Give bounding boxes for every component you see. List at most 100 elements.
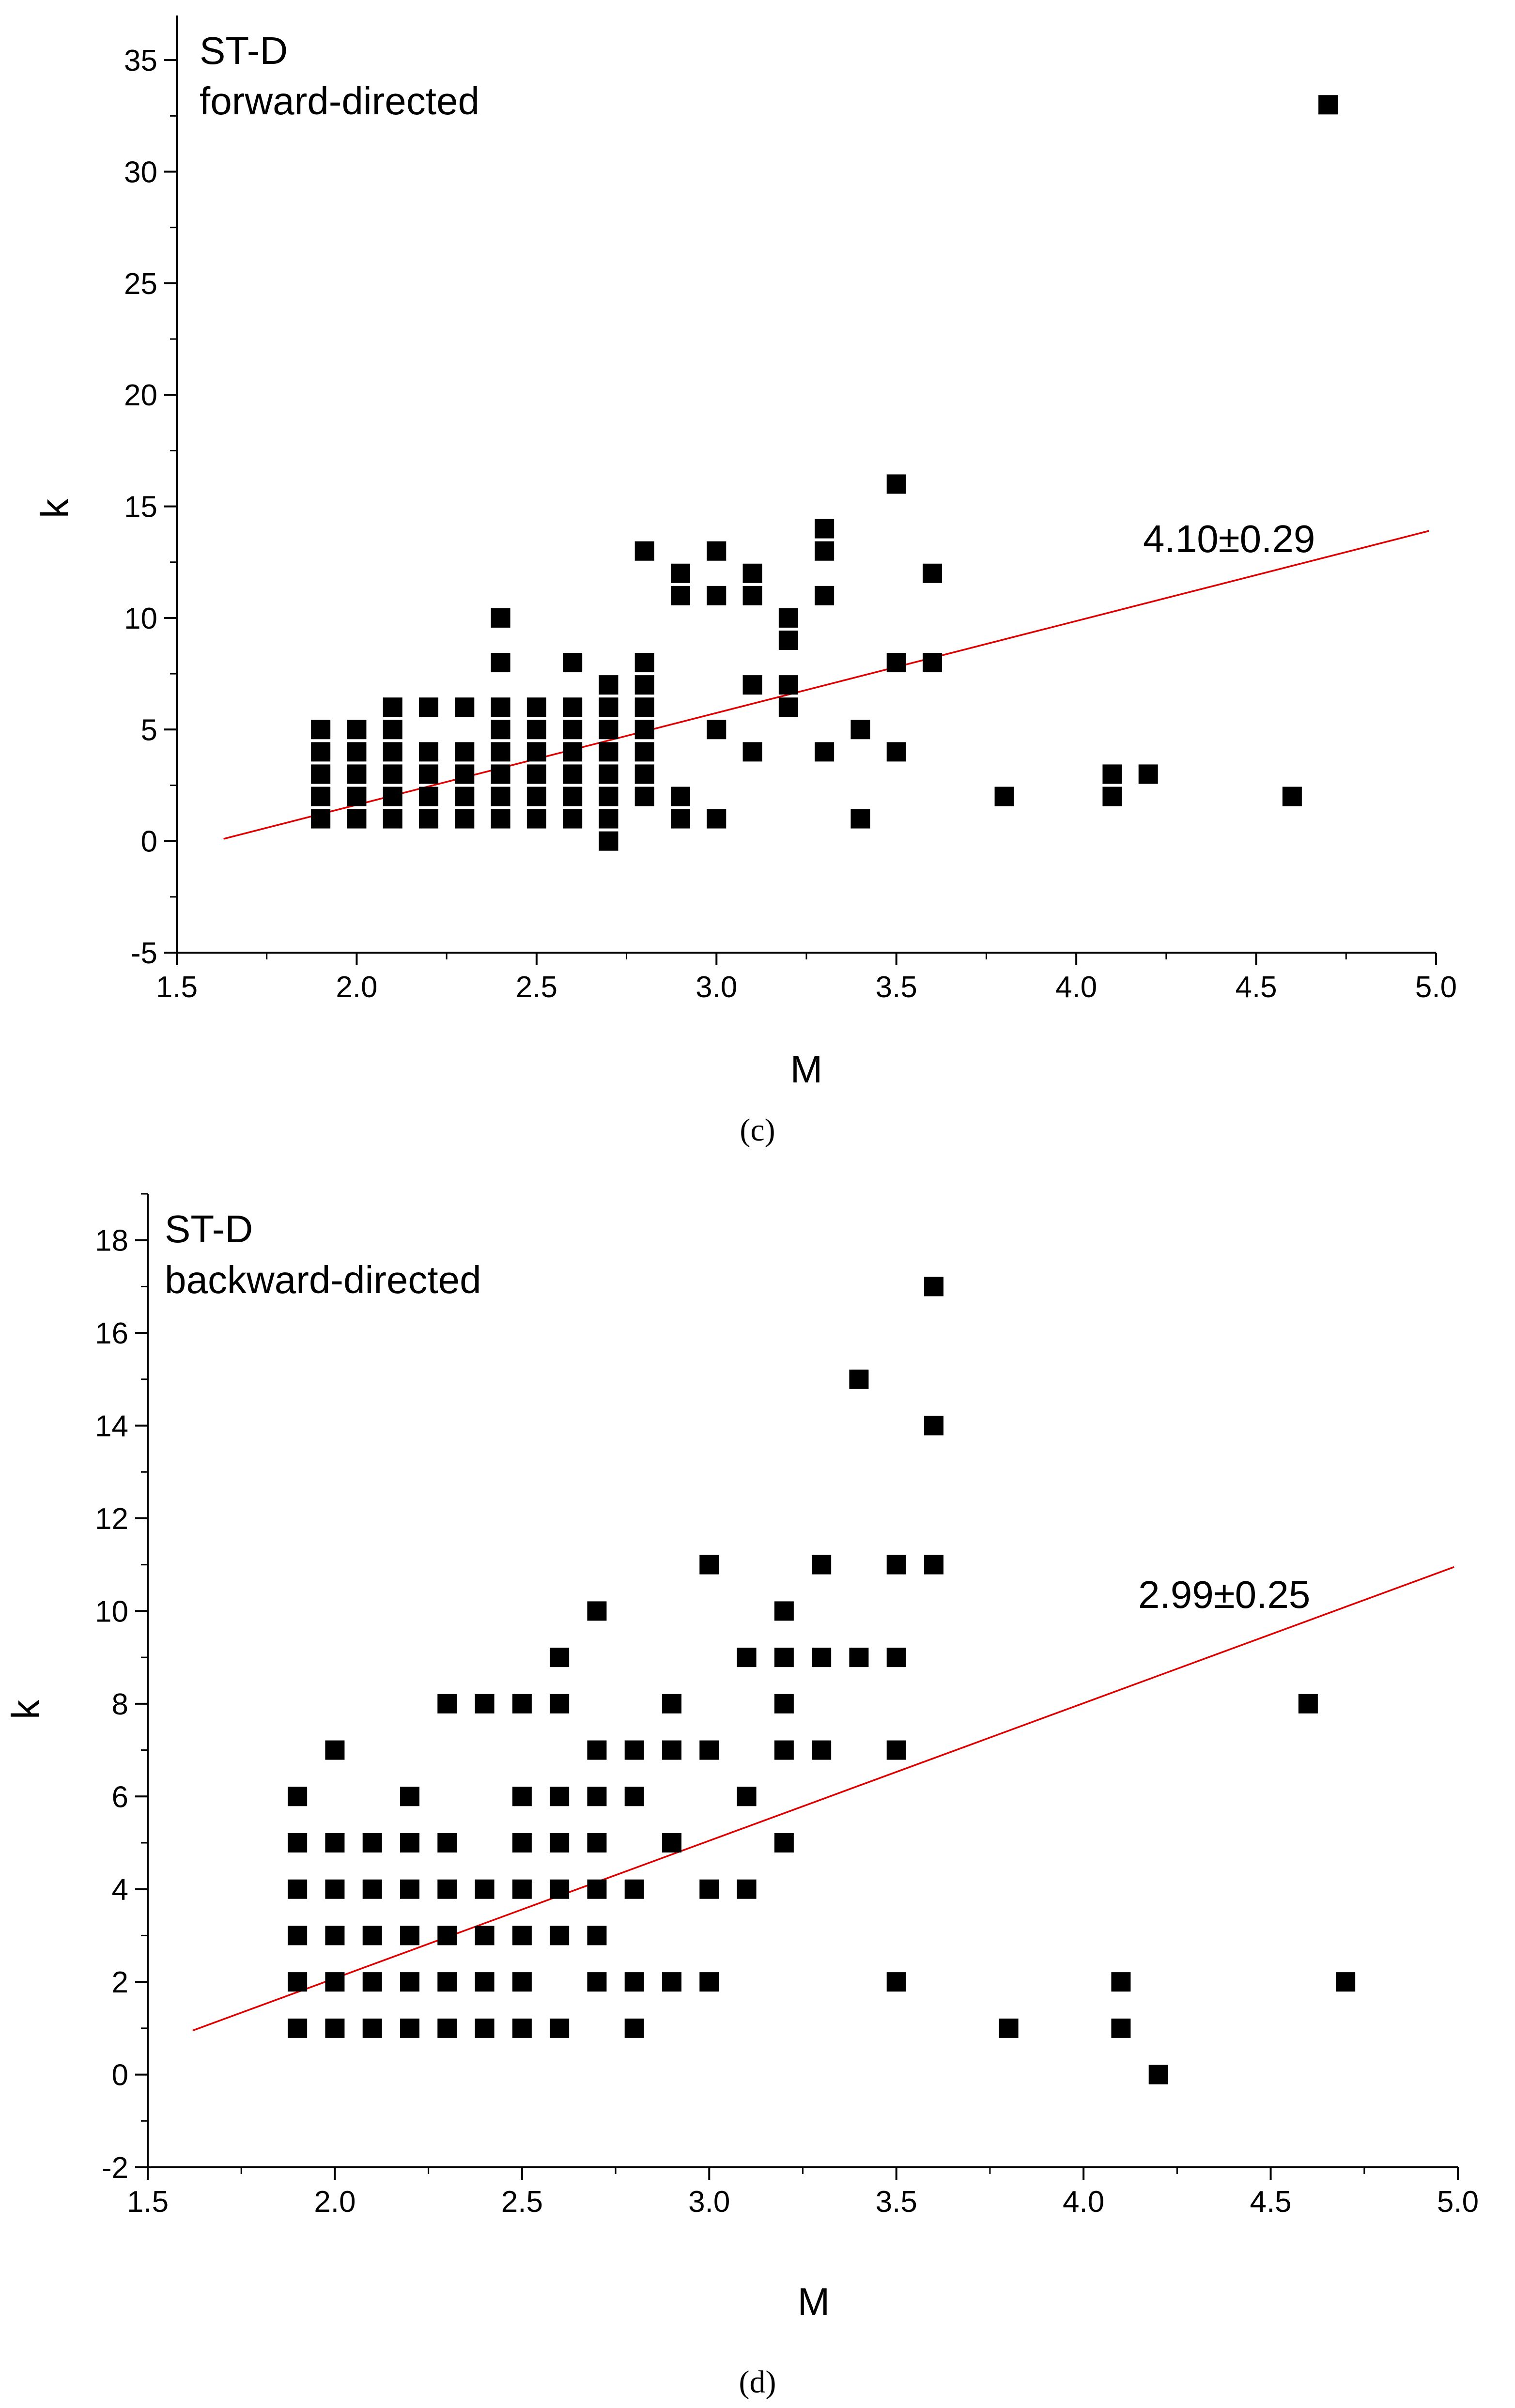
x-tick-label: 2.0 bbox=[336, 971, 377, 1004]
panel-d-title-line-1: ST-D bbox=[165, 1207, 253, 1250]
y-tick-label: 18 bbox=[95, 1224, 128, 1258]
data-point bbox=[550, 1879, 570, 1899]
data-point bbox=[512, 1833, 532, 1852]
data-point bbox=[512, 1972, 532, 1992]
panel-c-title-line-2: forward-directed bbox=[200, 79, 479, 123]
data-point bbox=[624, 1787, 644, 1806]
data-point bbox=[475, 2018, 495, 2038]
data-point bbox=[311, 720, 331, 740]
data-point bbox=[455, 742, 475, 762]
data-point bbox=[634, 697, 654, 717]
data-point bbox=[924, 1277, 943, 1297]
data-point bbox=[526, 742, 546, 762]
data-point bbox=[778, 675, 798, 695]
data-point bbox=[550, 2018, 570, 2038]
data-point bbox=[311, 764, 331, 784]
data-point bbox=[362, 1926, 382, 1945]
data-point bbox=[325, 2018, 345, 2038]
x-tick-label: 4.5 bbox=[1250, 2185, 1291, 2219]
data-point bbox=[886, 742, 906, 762]
data-point bbox=[325, 1972, 345, 1992]
data-point bbox=[383, 720, 402, 740]
data-point bbox=[737, 1879, 757, 1899]
data-point bbox=[288, 1787, 308, 1806]
data-point bbox=[778, 608, 798, 628]
data-point bbox=[812, 1740, 832, 1760]
data-point bbox=[587, 1787, 607, 1806]
panel-d-fit-annotation: 2.99±0.25 bbox=[1138, 1573, 1310, 1616]
data-point bbox=[491, 653, 510, 673]
data-point bbox=[624, 1972, 644, 1992]
data-point bbox=[325, 1740, 345, 1760]
data-point bbox=[924, 1416, 943, 1436]
data-point bbox=[383, 764, 402, 784]
panel-d-backward-directed: -2 0 2 4 6 8 10 12 14 16 18 1.5 2.0 2.5 3.0 3.5 4.0 4.5 5.… bbox=[4, 1193, 1479, 2400]
data-point bbox=[634, 742, 654, 762]
data-point bbox=[671, 563, 690, 583]
data-point bbox=[512, 2018, 532, 2038]
x-tick-label: 4.0 bbox=[1063, 2185, 1104, 2219]
data-point bbox=[699, 1972, 719, 1992]
panel-c-label: (c) bbox=[740, 1112, 775, 1148]
data-point bbox=[599, 742, 618, 762]
data-point bbox=[886, 653, 906, 673]
data-point bbox=[999, 2018, 1019, 2038]
data-point bbox=[400, 2018, 419, 2038]
data-point bbox=[526, 809, 546, 829]
data-point bbox=[550, 1694, 570, 1713]
data-point bbox=[1111, 2018, 1131, 2038]
data-point bbox=[774, 1833, 794, 1852]
data-point bbox=[563, 697, 583, 717]
data-point bbox=[815, 541, 835, 561]
data-point bbox=[491, 764, 510, 784]
x-tick-label: 3.5 bbox=[876, 971, 917, 1004]
x-tick-label: 3.0 bbox=[696, 971, 737, 1004]
data-point bbox=[815, 742, 835, 762]
panel-c-ticks: -5 0 5 10 15 20 25 30 35 1.5 2.0 2.5 3.0 3.5 4.0 4.5 5.0 bbox=[124, 44, 1457, 1004]
data-point bbox=[419, 742, 438, 762]
data-point bbox=[491, 608, 510, 628]
panel-d-ticks: -2 0 2 4 6 8 10 12 14 16 18 1.5 2.0 2.5 3.0 3.5 4.0 4.5 5.… bbox=[95, 1193, 1479, 2219]
data-point bbox=[563, 764, 583, 784]
x-tick-label: 1.5 bbox=[156, 971, 198, 1004]
data-point bbox=[634, 653, 654, 673]
data-point bbox=[437, 1972, 457, 1992]
data-point bbox=[362, 1833, 382, 1852]
data-point bbox=[634, 787, 654, 806]
data-point bbox=[419, 787, 438, 806]
data-point bbox=[886, 474, 906, 494]
data-point bbox=[362, 1972, 382, 1992]
data-point bbox=[624, 1879, 644, 1899]
data-point bbox=[886, 1740, 906, 1760]
panel-c-forward-directed: -5 0 5 10 15 20 25 30 35 1.5 2.0 2.5 3.0 3.5 4.0 4.5 5.0… bbox=[33, 15, 1457, 1148]
data-point bbox=[587, 1833, 607, 1852]
data-point bbox=[742, 563, 762, 583]
data-point bbox=[475, 1879, 495, 1899]
data-point bbox=[455, 764, 475, 784]
data-point bbox=[924, 1555, 943, 1574]
data-point bbox=[662, 1972, 681, 1992]
data-point bbox=[512, 1787, 532, 1806]
data-point bbox=[491, 697, 510, 717]
data-point bbox=[778, 631, 798, 650]
data-point bbox=[587, 1972, 607, 1992]
data-point bbox=[512, 1879, 532, 1899]
data-point bbox=[923, 563, 942, 583]
x-tick-label: 4.5 bbox=[1235, 971, 1277, 1004]
data-point bbox=[325, 1833, 345, 1852]
panel-c-fit-layer bbox=[223, 530, 1429, 840]
panel-d-y-axis-title: k bbox=[4, 1699, 47, 1719]
data-point bbox=[491, 809, 510, 829]
y-tick-label: 2 bbox=[112, 1966, 128, 1999]
y-tick-label: -2 bbox=[102, 2151, 128, 2185]
data-point bbox=[550, 1833, 570, 1852]
data-point bbox=[599, 675, 618, 695]
data-point bbox=[362, 1879, 382, 1899]
data-point bbox=[742, 742, 762, 762]
data-point bbox=[1102, 787, 1122, 806]
y-tick-label: 4 bbox=[112, 1873, 128, 1907]
data-point bbox=[599, 831, 618, 851]
data-point bbox=[311, 809, 331, 829]
data-point bbox=[778, 697, 798, 717]
data-point bbox=[707, 809, 727, 829]
